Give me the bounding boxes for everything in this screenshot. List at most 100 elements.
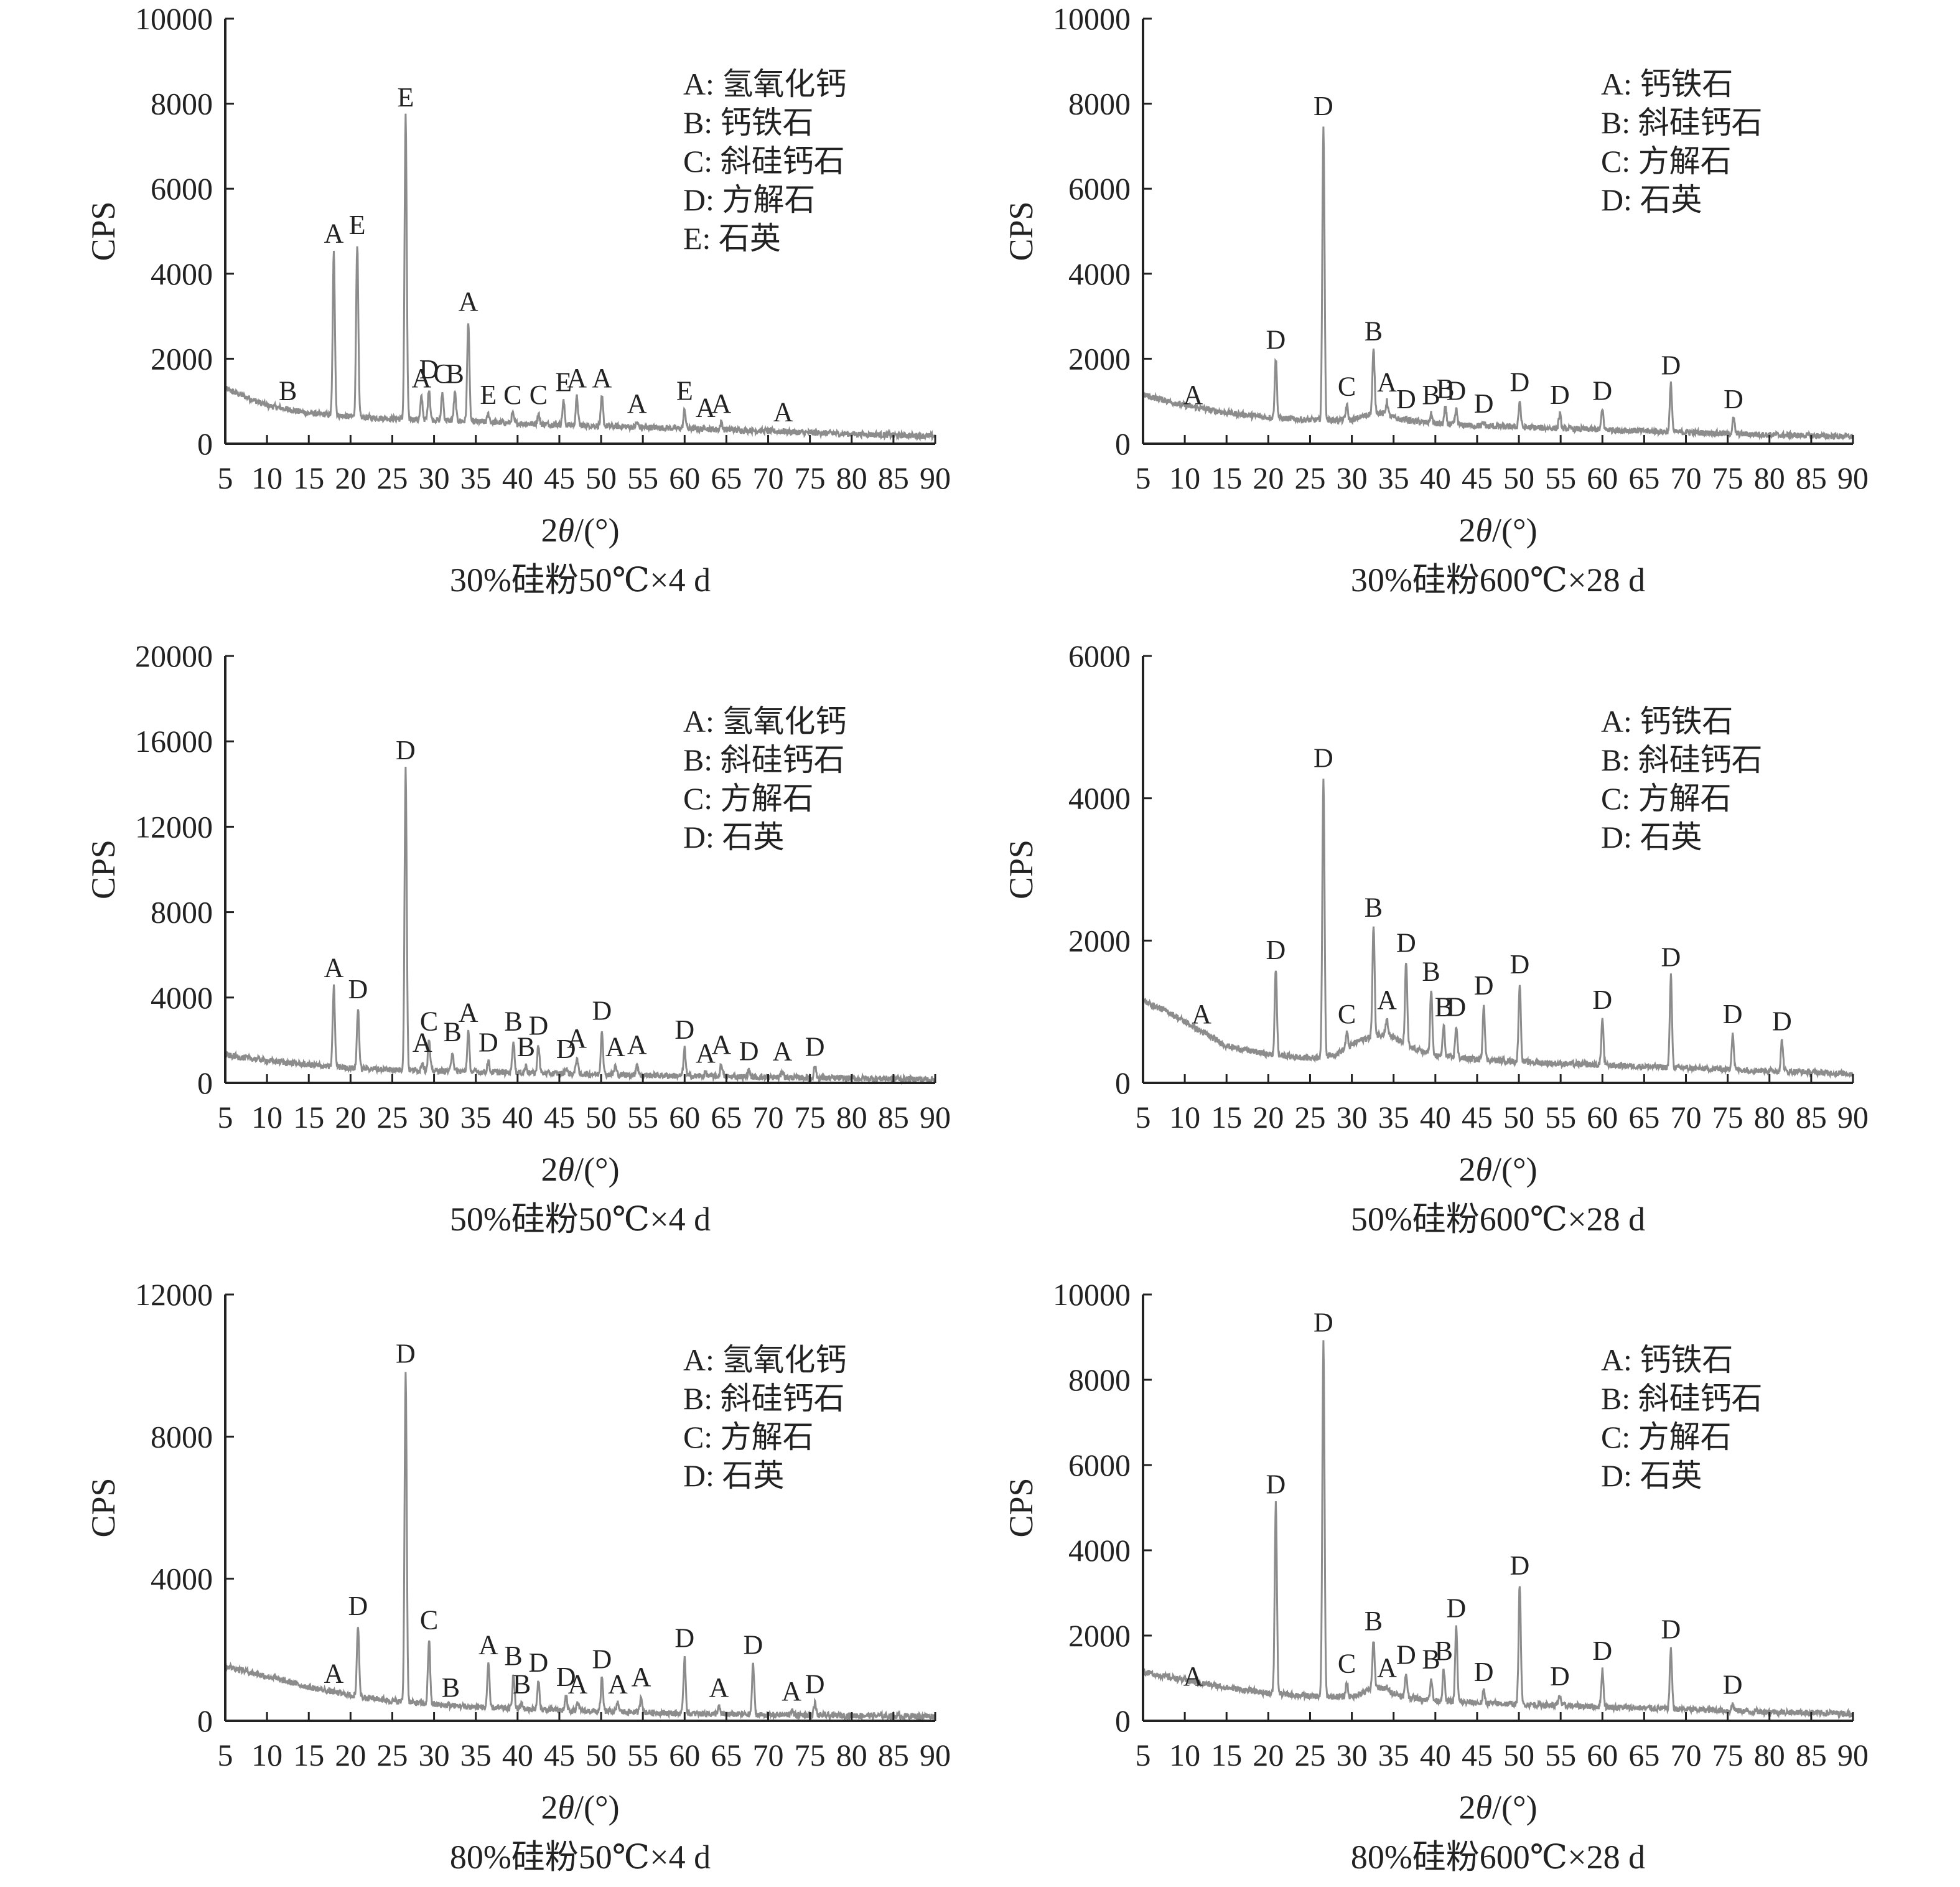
- y-tick-label: 4000: [151, 256, 213, 291]
- y-tick-label: 4000: [1068, 256, 1131, 291]
- peak-label: A: [459, 998, 478, 1028]
- panel-caption: 50%硅粉600℃×28 d: [1351, 1201, 1645, 1238]
- y-tick-label: 2000: [1068, 923, 1131, 958]
- peak-label: D: [528, 1647, 548, 1678]
- legend-entry: E: 石英: [683, 221, 781, 256]
- x-tick-label: 20: [1253, 461, 1284, 495]
- peak-label: D: [1446, 992, 1466, 1023]
- x-tick-label: 40: [1420, 1738, 1451, 1772]
- x-tick-label: 60: [669, 1738, 700, 1772]
- peak-label: A: [324, 953, 344, 983]
- legend-entry: B: 钙铁石: [683, 105, 814, 140]
- peak-label: D: [1661, 942, 1681, 973]
- x-tick-label: 55: [627, 1738, 658, 1772]
- peak-label: C: [420, 1006, 438, 1036]
- x-tick-label: 5: [218, 1100, 233, 1135]
- x-tick-label: 70: [1671, 1100, 1702, 1135]
- peak-label: A: [567, 363, 587, 393]
- legend-entry: C: 方解石: [1601, 1420, 1732, 1454]
- x-tick-label: 70: [753, 1738, 784, 1772]
- peak-label: B: [1422, 956, 1440, 986]
- peak-label: A: [478, 1630, 498, 1660]
- x-tick-label: 25: [376, 461, 408, 495]
- legend-entry: B: 斜硅钙石: [683, 1381, 845, 1416]
- x-tick-label: 55: [627, 1100, 658, 1135]
- peak-label: D: [1266, 324, 1286, 355]
- x-tick-label: 25: [1294, 1738, 1325, 1772]
- peak-label: A: [1183, 380, 1203, 410]
- peak-label: D: [348, 1591, 368, 1621]
- panel-caption: 30%硅粉600℃×28 d: [1351, 561, 1645, 599]
- x-tick-label: 10: [1169, 1100, 1200, 1135]
- peak-label: B: [443, 1017, 461, 1047]
- peak-label: B: [1422, 1644, 1440, 1675]
- peak-label: E: [398, 82, 414, 113]
- panel-caption: 80%硅粉50℃×4 d: [450, 1838, 711, 1876]
- x-tick-label: 75: [795, 1738, 826, 1772]
- x-tick-label: 35: [460, 1100, 492, 1135]
- x-tick-label: 35: [460, 1738, 492, 1772]
- y-axis-title: CPS: [85, 1477, 122, 1537]
- y-tick-label: 6000: [1068, 1448, 1131, 1482]
- x-tick-label: 40: [502, 1738, 533, 1772]
- peak-label: D: [592, 995, 612, 1026]
- legend-entry: A: 氢氧化钙: [683, 704, 847, 739]
- x-tick-label: 5: [218, 1738, 233, 1772]
- x-tick-label: 65: [711, 1100, 742, 1135]
- x-tick-label: 80: [836, 1738, 867, 1772]
- xrd-trace: [1142, 126, 1854, 441]
- x-tick-label: 30: [419, 1100, 450, 1135]
- peak-label: A: [782, 1676, 801, 1707]
- peak-label: D: [1723, 999, 1743, 1029]
- x-tick-label: 75: [795, 461, 826, 495]
- x-tick-label: 90: [1837, 461, 1869, 495]
- x-tick-label: 60: [669, 461, 700, 495]
- x-tick-label: 70: [753, 461, 784, 495]
- x-tick-label: 50: [586, 1100, 617, 1135]
- peak-label: B: [1435, 992, 1453, 1023]
- x-tick-label: 35: [460, 461, 492, 495]
- peak-label: D: [805, 1032, 825, 1062]
- y-tick-label: 0: [1115, 426, 1131, 461]
- legend-entry: A: 钙铁石: [1601, 704, 1734, 739]
- x-tick-label: 40: [1420, 1100, 1451, 1135]
- x-tick-label: 80: [836, 461, 867, 495]
- peak-label: A: [1192, 999, 1211, 1029]
- x-tick-label: 55: [1545, 1100, 1576, 1135]
- x-tick-label: 90: [1837, 1738, 1869, 1772]
- legend-entry: B: 斜硅钙石: [1601, 1381, 1763, 1416]
- peak-label: A: [608, 1669, 628, 1699]
- y-tick-label: 16000: [135, 724, 213, 759]
- peak-label: D: [478, 1028, 498, 1058]
- peak-label: D: [1550, 380, 1570, 410]
- x-tick-label: 85: [878, 461, 909, 495]
- xrd-trace: [1142, 779, 1854, 1079]
- legend-entry: D: 石英: [1601, 1458, 1702, 1493]
- y-tick-label: 2000: [1068, 1618, 1131, 1653]
- peak-label: B: [1435, 1636, 1453, 1666]
- x-tick-label: 85: [878, 1100, 909, 1135]
- x-tick-label: 60: [1587, 461, 1618, 495]
- peak-label: D: [1510, 1550, 1530, 1581]
- peak-label: B: [504, 1006, 522, 1036]
- peak-label: E: [676, 375, 693, 406]
- peak-label: E: [480, 380, 497, 410]
- x-tick-label: 45: [544, 461, 575, 495]
- y-tick-label: 0: [197, 1065, 213, 1100]
- x-tick-label: 80: [836, 1100, 867, 1135]
- x-tick-label: 75: [1712, 1738, 1743, 1772]
- x-tick-label: 30: [1337, 1100, 1368, 1135]
- peak-label: A: [711, 388, 731, 419]
- peak-label: D: [1474, 970, 1494, 1001]
- peak-label: A: [324, 1658, 344, 1688]
- peak-label: B: [504, 1641, 522, 1671]
- y-axis-title: CPS: [1002, 1477, 1040, 1537]
- peak-label: D: [1396, 928, 1416, 958]
- peak-label: D: [1396, 1640, 1416, 1670]
- peak-label: A: [413, 1028, 432, 1058]
- peak-label: C: [433, 358, 451, 389]
- y-tick-label: 8000: [151, 87, 213, 121]
- y-tick-label: 0: [197, 426, 213, 461]
- y-tick-label: 4000: [1068, 1533, 1131, 1568]
- x-tick-label: 5: [218, 461, 233, 495]
